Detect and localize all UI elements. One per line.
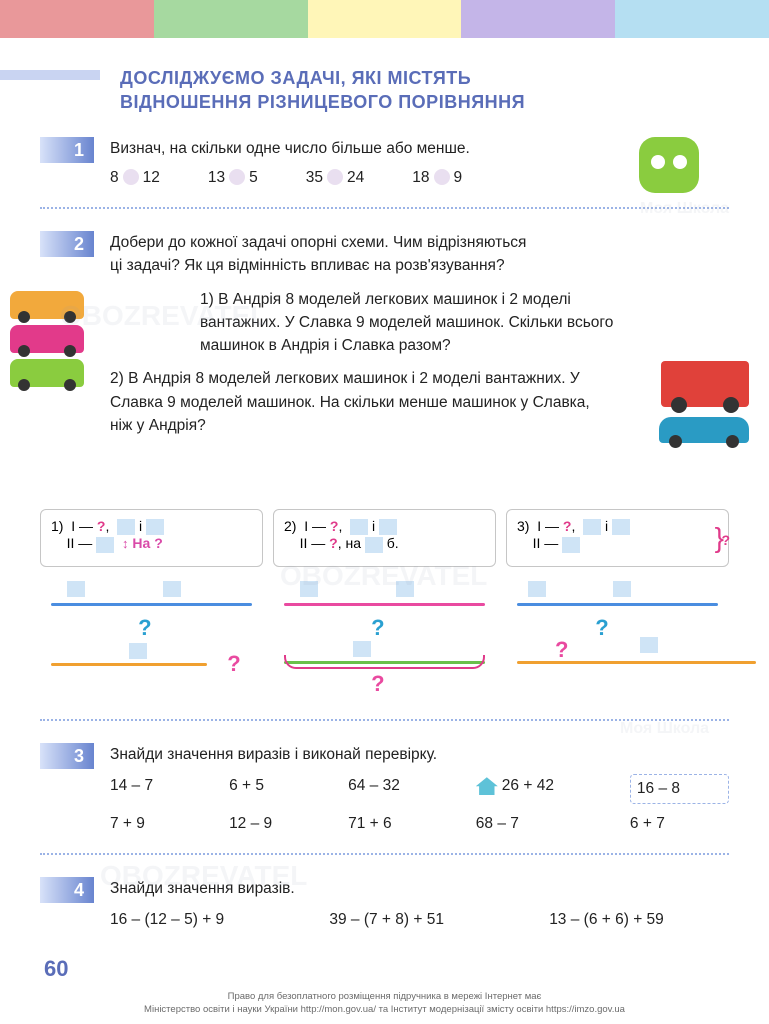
exercise-1: 1 Визнач, на скільки одне число більше а… — [40, 137, 729, 190]
diagram-line — [517, 603, 718, 606]
exercise-number-3: 3 — [40, 743, 94, 769]
pair-4: 189 — [412, 166, 462, 189]
expr-dashed: 16 – 8 — [630, 774, 729, 803]
mascot-icon — [639, 137, 699, 193]
problem-2: 2) В Андрія 8 моделей легкових машинок і… — [110, 367, 729, 437]
blank-square — [583, 519, 601, 535]
footer-l2: Міністерство освіти і науки України http… — [144, 1004, 625, 1015]
expr: 13 – (6 + 6) + 59 — [549, 908, 729, 931]
blank-square — [146, 519, 164, 535]
pair-1: 812 — [110, 166, 160, 189]
page-title: ДОСЛІДЖУЄМО ЗАДАЧІ, ЯКІ МІСТЯТЬ ВІДНОШЕН… — [120, 66, 729, 115]
sub2-label: 2) — [110, 370, 124, 387]
expr: 39 – (7 + 8) + 51 — [329, 908, 509, 931]
cars-left-icons — [10, 291, 84, 387]
exercise-2-text-l1: Добери до кожної задачі опорні схеми. Чи… — [110, 231, 729, 254]
blank-square — [96, 537, 114, 553]
diagram-line — [517, 661, 756, 664]
diagram-line — [51, 663, 207, 666]
blank-square — [379, 519, 397, 535]
house-icon — [476, 777, 498, 795]
expr: 6 + 7 — [630, 812, 729, 835]
watermark-sub: Моя Школа — [620, 720, 709, 738]
exercise-1-text: Визнач, на скільки одне число більше або… — [110, 137, 729, 160]
exercise-4: 4 Знайди значення виразів. 16 – (12 – 5)… — [40, 877, 729, 932]
blank-square — [67, 581, 85, 597]
exercise-2-text-l2: ці задачі? Як ця відмінність впливає на … — [110, 254, 729, 277]
scheme-boxes: 1) I — ?, і II — ↕ На ? 2) I — ?, і II —… — [40, 509, 729, 567]
sub1-label: 1) — [200, 291, 214, 308]
exercise-number-1: 1 — [40, 137, 94, 163]
diagram-3: ? ? — [506, 581, 729, 701]
separator — [40, 719, 729, 721]
pair-3: 3524 — [306, 166, 365, 189]
scheme-1: 1) I — ?, і II — ↕ На ? — [40, 509, 263, 567]
expr: 26 + 42 — [476, 774, 596, 803]
sub2-text: В Андрія 8 моделей легкових машинок і 2 … — [110, 370, 590, 434]
diagram-line — [51, 603, 252, 606]
compare-circle — [123, 169, 139, 185]
diagram-line — [284, 603, 485, 606]
compare-circle — [229, 169, 245, 185]
footer-text: Право для безоплатного розміщення підруч… — [0, 991, 769, 1016]
expr: 16 – (12 – 5) + 9 — [110, 908, 289, 931]
truck-icon — [661, 361, 749, 407]
blank-square — [562, 537, 580, 553]
blank-square — [163, 581, 181, 597]
expr: 12 – 9 — [229, 812, 314, 835]
separator — [40, 207, 729, 209]
car-icon — [10, 359, 84, 387]
blank-square — [365, 537, 383, 553]
page-number: 60 — [44, 956, 68, 982]
na-arrows: ↕ — [122, 536, 129, 551]
blank-square — [300, 581, 318, 597]
exercise-2: 2 Добери до кожної задачі опорні схеми. … — [40, 231, 729, 491]
expr: 68 – 7 — [476, 812, 596, 835]
expr: 64 – 32 — [348, 774, 442, 803]
pair-2: 135 — [208, 166, 258, 189]
scheme-3: 3) I — ?, і }? II — — [506, 509, 729, 567]
diagram-2: ? ? — [273, 581, 496, 701]
expression-grid-4: 16 – (12 – 5) + 9 39 – (7 + 8) + 51 13 –… — [110, 908, 729, 931]
exercise-4-text: Знайди значення виразів. — [110, 877, 729, 900]
separator — [40, 853, 729, 855]
blank-square — [613, 581, 631, 597]
scheme-2: 2) I — ?, і II — ?, на б. — [273, 509, 496, 567]
title-line-1: ДОСЛІДЖУЄМО ЗАДАЧІ, ЯКІ МІСТЯТЬ — [120, 68, 471, 88]
expr: 14 – 7 — [110, 774, 195, 803]
exercise-3: 3 Знайди значення виразів і виконай пере… — [40, 743, 729, 835]
cars-right-icons — [659, 361, 749, 443]
bar-diagrams: ? ? ? ? ? ? — [40, 581, 729, 701]
compare-circle — [434, 169, 450, 185]
convertible-icon — [659, 417, 749, 443]
exercise-number-2: 2 — [40, 231, 94, 257]
compare-circle — [327, 169, 343, 185]
footer-l1: Право для безоплатного розміщення підруч… — [228, 991, 542, 1002]
exercise-1-pairs: 812 135 3524 189 — [110, 166, 729, 189]
sub1-text: В Андрія 8 моделей легкових машинок і 2 … — [200, 291, 613, 355]
car-icon — [10, 325, 84, 353]
blank-square — [117, 519, 135, 535]
blank-square — [350, 519, 368, 535]
top-color-stripes — [0, 0, 769, 38]
blank-square — [129, 643, 147, 659]
title-line-2: ВІДНОШЕННЯ РІЗНИЦЕВОГО ПОРІВНЯННЯ — [120, 92, 525, 112]
exercise-3-text: Знайди значення виразів і виконай переві… — [110, 743, 729, 766]
expression-grid-3: 14 – 7 6 + 5 64 – 32 26 + 42 16 – 8 7 + … — [110, 774, 729, 835]
expr: 7 + 9 — [110, 812, 195, 835]
blank-square — [396, 581, 414, 597]
car-icon — [10, 291, 84, 319]
expr: 6 + 5 — [229, 774, 314, 803]
bottom-brace — [284, 655, 485, 669]
title-accent-bar — [0, 70, 100, 80]
problem-1: 1) В Андрія 8 моделей легкових машинок і… — [200, 288, 729, 358]
blank-square — [640, 637, 658, 653]
expr: 71 + 6 — [348, 812, 442, 835]
blank-square — [528, 581, 546, 597]
blank-square — [612, 519, 630, 535]
diagram-1: ? ? — [40, 581, 263, 701]
exercise-number-4: 4 — [40, 877, 94, 903]
